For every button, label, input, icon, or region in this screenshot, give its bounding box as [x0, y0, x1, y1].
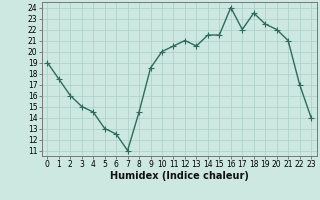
X-axis label: Humidex (Indice chaleur): Humidex (Indice chaleur)	[110, 171, 249, 181]
